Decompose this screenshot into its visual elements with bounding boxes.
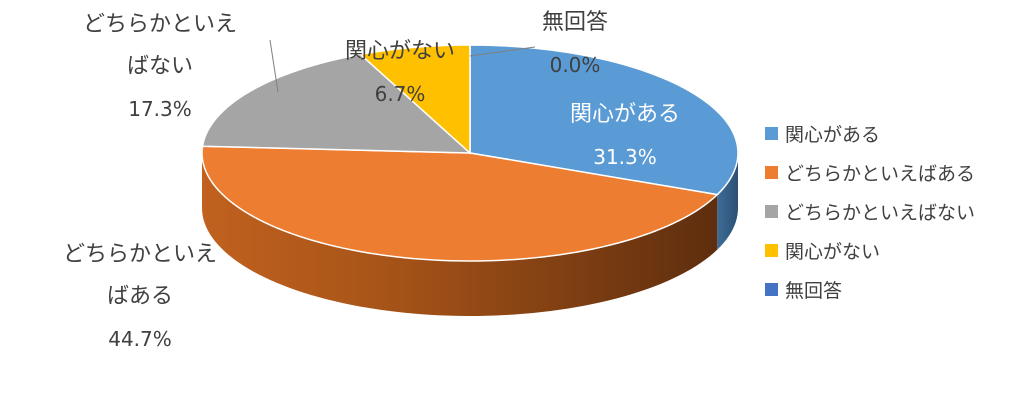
slice-value: 6.7%: [374, 82, 426, 106]
slice: [201, 53, 473, 154]
slice-value: 44.7%: [108, 327, 172, 351]
slice-label: どちらかといえばある 44.7%: [55, 234, 225, 360]
slice-value: 31.3%: [593, 145, 657, 169]
slice-category: 関心がある: [569, 102, 680, 127]
legend-label: 関心がない: [785, 241, 881, 263]
slice: [201, 145, 719, 262]
legend-label: 関心がある: [785, 124, 881, 146]
slice-value: 17.3%: [128, 97, 192, 121]
slice-label: 関心がある 31.3%: [545, 94, 705, 178]
legend-swatch: [765, 244, 778, 257]
slice-side: [717, 153, 738, 250]
legend-swatch: [765, 127, 778, 140]
legend-label: どちらかといえばある: [785, 163, 976, 185]
slice-label: 関心がない 6.7%: [335, 31, 465, 115]
slice: [358, 44, 471, 155]
slice-category: どちらかといえばある: [62, 242, 217, 309]
slice-side: [202, 153, 718, 316]
slice: [469, 44, 739, 196]
slice-label: どちらかといえばない 17.3%: [75, 4, 245, 130]
leader-line: [469, 46, 536, 57]
legend-swatch: [765, 166, 778, 179]
slice-category: 関心がない: [344, 39, 455, 64]
legend-swatch: [765, 205, 778, 218]
slice-category: どちらかといえばない: [82, 12, 237, 79]
leader-line: [269, 39, 279, 93]
legend-label: 無回答: [785, 280, 843, 302]
legend-swatch: [765, 283, 778, 296]
legend-label: どちらかといえばない: [785, 202, 976, 224]
slice-value: 0.0%: [549, 53, 601, 77]
slice-category: 無回答: [541, 10, 608, 35]
slice-label: 無回答 0.0%: [520, 2, 630, 86]
